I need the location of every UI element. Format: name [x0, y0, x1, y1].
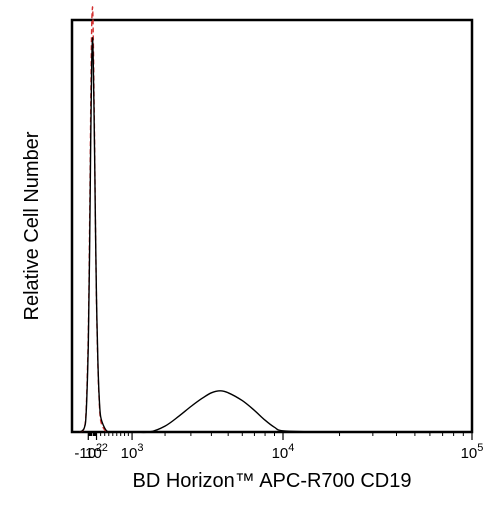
x-tick-label: 105	[461, 442, 484, 462]
plot-border	[70, 18, 474, 434]
x-tick-label: 104	[272, 442, 295, 462]
series-line-solid	[79, 37, 317, 434]
x-tick-label: -102	[74, 442, 102, 462]
x-axis-title: BD Horizon™ APC-R700 CD19	[133, 470, 412, 492]
y-axis-title: Relative Cell Number	[21, 131, 43, 320]
x-tick-label: 103	[121, 442, 144, 462]
plot-frame	[70, 18, 474, 434]
series-layer	[79, 6, 317, 434]
x-tick-label: 102	[85, 442, 108, 462]
